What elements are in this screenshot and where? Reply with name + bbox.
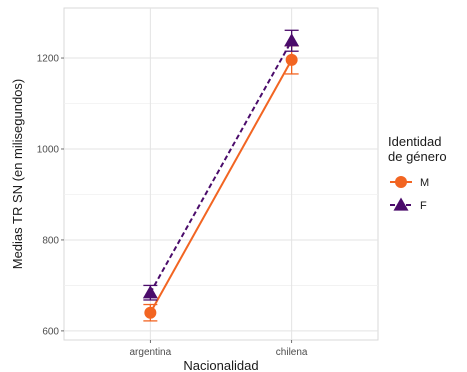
legend-title-line-1: Identidad [388, 134, 442, 149]
y-tick-label: 800 [42, 235, 59, 246]
series-line [149, 40, 293, 294]
series-layer [142, 29, 300, 322]
plot-panel [63, 7, 379, 341]
x-tick-label: chilena [276, 347, 308, 358]
legend-key-M: M [390, 176, 429, 189]
legend-marker [395, 176, 407, 188]
y-tick-label: 1200 [37, 54, 60, 65]
data-point [284, 33, 300, 47]
x-tick-label: argentina [129, 347, 171, 358]
data-point [285, 53, 298, 66]
data-point [144, 306, 157, 319]
legend-key-F: F [390, 197, 427, 212]
y-tick-label: 600 [42, 326, 59, 337]
legend: Identidad de género MF [388, 134, 447, 212]
legend-title-line-2: de género [388, 149, 447, 164]
legend-marker [393, 197, 409, 211]
y-axis-ticks: 600 800 1000 1200 [37, 54, 64, 337]
x-axis-ticks: argentina chilena [129, 340, 308, 358]
y-axis-title: Medias TR SN (en milisegundos) [10, 79, 25, 270]
data-point [142, 285, 158, 299]
series-line [149, 59, 293, 314]
series-F [142, 29, 300, 301]
legend-label: M [420, 177, 429, 189]
x-axis-title: Nacionalidad [183, 358, 258, 372]
legend-label: F [420, 200, 427, 212]
series-M [143, 45, 299, 322]
y-tick-label: 1000 [37, 144, 60, 155]
